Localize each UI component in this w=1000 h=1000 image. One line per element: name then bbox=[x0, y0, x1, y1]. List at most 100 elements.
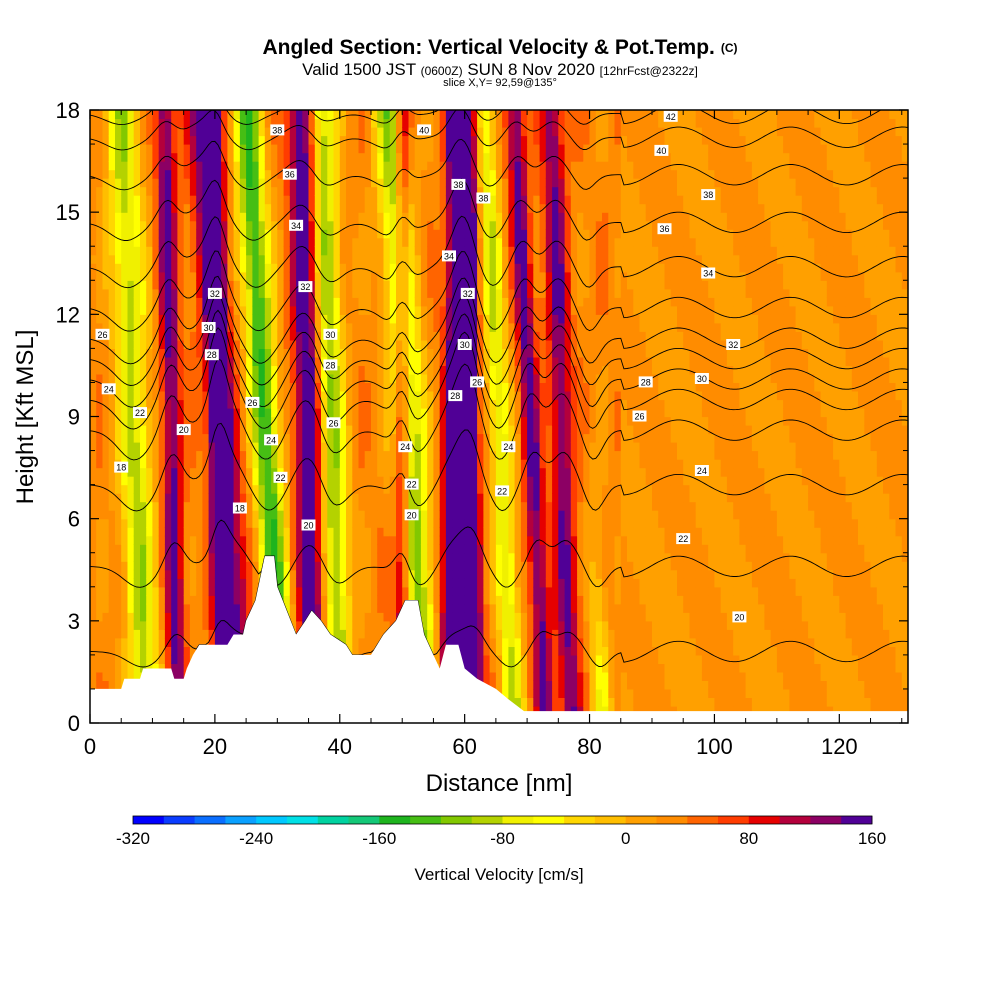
velocity-cell bbox=[233, 569, 241, 579]
velocity-cell bbox=[133, 373, 141, 383]
velocity-cell bbox=[464, 569, 472, 579]
velocity-cell bbox=[383, 280, 391, 290]
velocity-cell bbox=[289, 152, 297, 162]
velocity-cell bbox=[321, 237, 328, 247]
velocity-cell bbox=[420, 288, 428, 298]
velocity-cell bbox=[102, 620, 110, 630]
velocity-cell bbox=[346, 348, 353, 358]
velocity-cell bbox=[258, 246, 266, 256]
velocity-cell bbox=[495, 595, 503, 605]
velocity-cell bbox=[514, 246, 522, 256]
velocity-cell bbox=[495, 118, 503, 128]
velocity-cell bbox=[264, 356, 272, 366]
velocity-cell bbox=[158, 169, 166, 179]
velocity-cell bbox=[502, 237, 509, 247]
velocity-cell bbox=[108, 586, 116, 596]
velocity-cell bbox=[308, 322, 316, 332]
velocity-cell bbox=[389, 476, 397, 486]
velocity-cell bbox=[420, 169, 428, 179]
velocity-cell bbox=[464, 629, 472, 639]
velocity-cell bbox=[352, 578, 360, 588]
velocity-cell bbox=[133, 671, 141, 681]
velocity-cell bbox=[408, 135, 416, 145]
velocity-cell bbox=[489, 288, 497, 298]
velocity-cell bbox=[221, 220, 228, 230]
velocity-cell bbox=[140, 144, 147, 154]
velocity-cell bbox=[364, 646, 372, 656]
velocity-cell bbox=[177, 161, 185, 171]
velocity-cell bbox=[477, 169, 484, 179]
velocity-cell bbox=[502, 110, 509, 120]
velocity-cell bbox=[189, 280, 197, 290]
velocity-cell bbox=[452, 493, 459, 503]
velocity-cell bbox=[140, 356, 147, 366]
velocity-cell bbox=[189, 178, 197, 188]
velocity-cell bbox=[233, 510, 241, 520]
velocity-cell bbox=[452, 127, 459, 137]
velocity-cell bbox=[327, 544, 335, 554]
velocity-cell bbox=[314, 391, 322, 401]
velocity-cell bbox=[289, 161, 297, 171]
velocity-cell bbox=[321, 586, 328, 596]
velocity-cell bbox=[283, 586, 291, 596]
velocity-cell bbox=[202, 220, 210, 230]
velocity-cell bbox=[189, 646, 197, 656]
velocity-cell bbox=[271, 544, 278, 554]
velocity-cell bbox=[408, 365, 416, 375]
velocity-cell bbox=[508, 493, 516, 503]
velocity-cell bbox=[158, 459, 166, 469]
velocity-cell bbox=[308, 169, 316, 179]
velocity-cell bbox=[408, 161, 416, 171]
velocity-cell bbox=[327, 595, 335, 605]
velocity-cell bbox=[227, 612, 235, 622]
velocity-cell bbox=[115, 476, 122, 486]
velocity-cell bbox=[264, 263, 272, 273]
velocity-cell bbox=[258, 416, 266, 426]
velocity-cell bbox=[296, 476, 303, 486]
velocity-cell bbox=[377, 425, 384, 435]
velocity-cell bbox=[189, 399, 197, 409]
velocity-cell bbox=[177, 195, 185, 205]
velocity-cell bbox=[483, 629, 491, 639]
velocity-cell bbox=[396, 373, 403, 383]
velocity-cell bbox=[339, 127, 347, 137]
velocity-cell bbox=[271, 382, 278, 392]
velocity-cell bbox=[339, 118, 347, 128]
velocity-cell bbox=[289, 416, 297, 426]
velocity-cell bbox=[458, 144, 466, 154]
velocity-cell bbox=[308, 399, 316, 409]
velocity-cell bbox=[208, 467, 216, 477]
velocity-cell bbox=[289, 288, 297, 298]
velocity-cell bbox=[520, 620, 528, 630]
velocity-cell bbox=[258, 425, 266, 435]
velocity-cell bbox=[289, 382, 297, 392]
velocity-cell bbox=[164, 356, 172, 366]
velocity-cell bbox=[333, 595, 341, 605]
velocity-cell bbox=[477, 654, 484, 664]
velocity-cell bbox=[427, 161, 434, 171]
velocity-cell bbox=[408, 331, 416, 341]
subtitle-part-4: [12hrFcst@2322z] bbox=[599, 64, 698, 78]
velocity-cell bbox=[477, 561, 484, 571]
velocity-cell bbox=[520, 646, 528, 656]
velocity-cell bbox=[458, 220, 466, 230]
velocity-cell bbox=[258, 305, 266, 315]
velocity-cell bbox=[146, 237, 153, 247]
velocity-cell bbox=[152, 578, 160, 588]
velocity-cell bbox=[508, 348, 516, 358]
velocity-cell bbox=[183, 220, 191, 230]
velocity-cell bbox=[133, 127, 141, 137]
velocity-cell bbox=[121, 552, 128, 562]
velocity-cell bbox=[183, 263, 191, 273]
velocity-cell bbox=[140, 314, 147, 324]
velocity-cell bbox=[146, 476, 153, 486]
velocity-cell bbox=[383, 373, 391, 383]
velocity-cell bbox=[514, 620, 522, 630]
velocity-cell bbox=[108, 654, 116, 664]
velocity-cell bbox=[470, 501, 478, 511]
velocity-cell bbox=[327, 169, 335, 179]
velocity-cell bbox=[495, 348, 503, 358]
velocity-cell bbox=[246, 476, 253, 486]
velocity-cell bbox=[327, 203, 335, 213]
velocity-cell bbox=[464, 493, 472, 503]
